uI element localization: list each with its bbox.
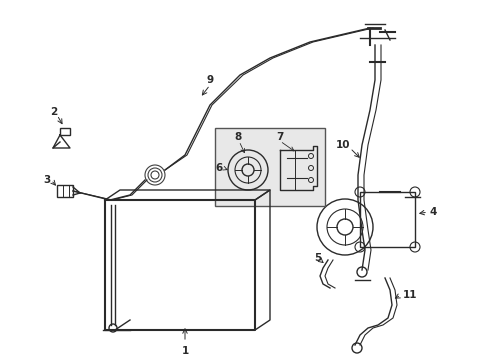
Bar bbox=[57, 185, 73, 197]
Text: 6: 6 bbox=[215, 163, 222, 173]
Text: 11: 11 bbox=[402, 290, 417, 300]
Text: 5: 5 bbox=[314, 253, 321, 263]
Text: 3: 3 bbox=[43, 175, 51, 185]
Text: 10: 10 bbox=[335, 140, 349, 150]
FancyBboxPatch shape bbox=[215, 128, 325, 206]
Text: 7: 7 bbox=[276, 132, 283, 142]
Bar bbox=[359, 192, 414, 247]
Text: 1: 1 bbox=[181, 346, 188, 356]
Text: 4: 4 bbox=[429, 207, 436, 217]
Bar bbox=[60, 128, 70, 135]
Text: 8: 8 bbox=[234, 132, 241, 142]
Text: 2: 2 bbox=[50, 107, 58, 117]
Text: 9: 9 bbox=[206, 75, 213, 85]
